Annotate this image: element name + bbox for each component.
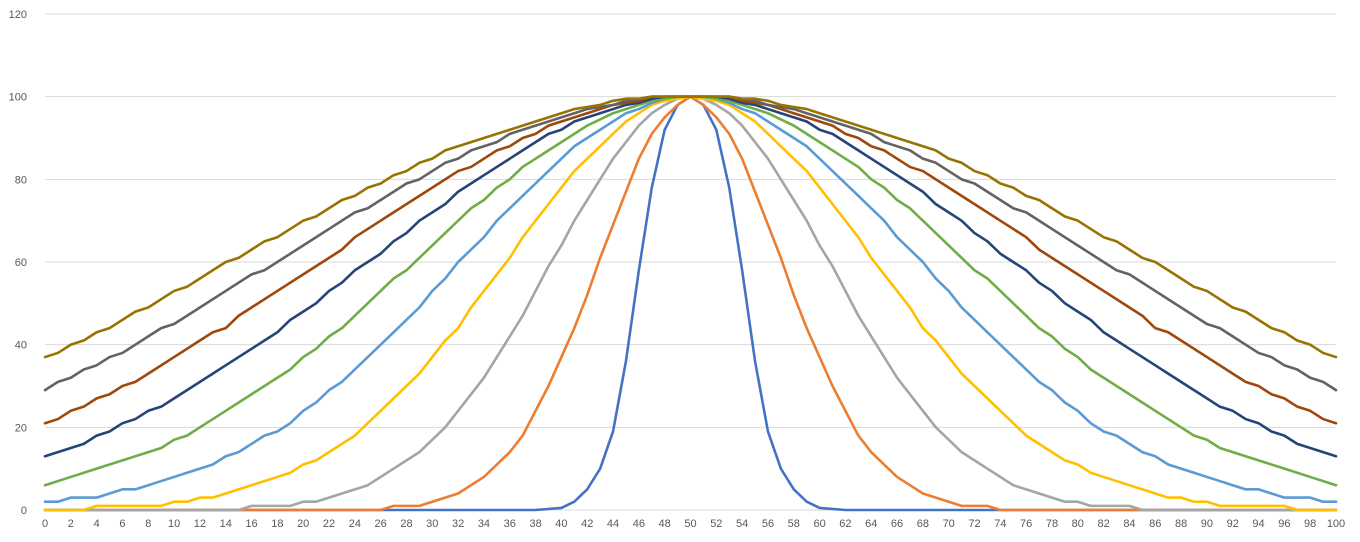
x-tick-label: 88 [1175,518,1187,530]
x-tick-label: 36 [504,518,516,530]
y-tick-label: 80 [15,174,27,186]
x-tick-label: 0 [42,518,48,530]
x-tick-label: 30 [426,518,438,530]
x-tick-label: 8 [145,518,151,530]
x-tick-label: 52 [710,518,722,530]
x-tick-label: 64 [865,518,877,530]
x-tick-label: 34 [478,518,490,530]
x-tick-label: 92 [1227,518,1239,530]
x-tick-label: 62 [839,518,851,530]
x-tick-label: 82 [1097,518,1109,530]
y-tick-label: 60 [15,257,27,269]
series-line-1 [43,95,1338,512]
x-axis-tick-labels: 0 2 4 6 8 10 12 14 16 18 20 22 24 26 28 30 32 34 36 38 40 42 4… [42,518,1345,530]
x-tick-label: 98 [1304,518,1316,530]
x-tick-label: 60 [813,518,825,530]
series-line-3 [43,95,1338,512]
x-tick-label: 72 [968,518,980,530]
x-tick-label: 22 [323,518,335,530]
series-lines [43,95,1338,512]
x-tick-label: 32 [452,518,464,530]
x-tick-label: 26 [375,518,387,530]
x-tick-label: 86 [1149,518,1161,530]
series-line-10 [43,95,1338,359]
x-tick-label: 16 [245,518,257,530]
series-line-5 [43,95,1338,504]
x-tick-label: 2 [68,518,74,530]
x-tick-label: 58 [788,518,800,530]
y-axis-tick-labels: 0 20 40 60 80 100 120 [9,9,27,517]
x-tick-label: 40 [555,518,567,530]
x-tick-label: 84 [1123,518,1135,530]
x-tick-label: 14 [220,518,232,530]
x-tick-label: 24 [349,518,361,530]
x-tick-label: 42 [581,518,593,530]
x-tick-label: 44 [607,518,619,530]
x-tick-label: 28 [400,518,412,530]
x-tick-label: 10 [168,518,180,530]
series-line-2 [43,95,1338,512]
x-tick-label: 18 [271,518,283,530]
x-tick-label: 76 [1020,518,1032,530]
x-tick-label: 54 [736,518,748,530]
x-tick-label: 38 [529,518,541,530]
y-tick-label: 20 [15,422,27,434]
x-tick-label: 50 [684,518,696,530]
series-line-8 [43,95,1338,425]
x-tick-label: 100 [1327,518,1345,530]
x-tick-label: 56 [762,518,774,530]
y-tick-label: 40 [15,340,27,352]
x-tick-label: 96 [1278,518,1290,530]
y-tick-label: 120 [9,9,27,21]
x-tick-label: 78 [1046,518,1058,530]
x-tick-label: 74 [994,518,1006,530]
x-tick-label: 46 [633,518,645,530]
x-tick-label: 48 [659,518,671,530]
x-tick-label: 68 [917,518,929,530]
x-tick-label: 70 [943,518,955,530]
x-tick-label: 12 [194,518,206,530]
x-tick-label: 90 [1201,518,1213,530]
x-tick-label: 20 [297,518,309,530]
series-line-9 [43,95,1338,392]
y-tick-label: 100 [9,92,27,104]
y-tick-label: 0 [21,505,27,517]
x-tick-label: 6 [119,518,125,530]
gridlines [45,13,1336,511]
series-line-4 [43,95,1338,512]
x-tick-label: 94 [1252,518,1264,530]
x-tick-label: 80 [1072,518,1084,530]
x-tick-label: 66 [891,518,903,530]
x-tick-label: 4 [94,518,100,530]
